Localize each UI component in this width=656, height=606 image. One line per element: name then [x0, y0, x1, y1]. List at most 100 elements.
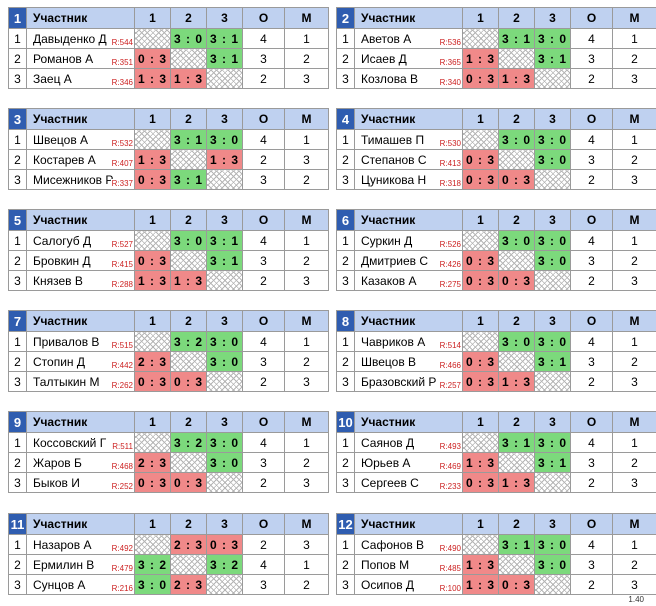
participant-name[interactable]: Дмитриев С [361, 253, 429, 268]
match-score: 3 : 0 [534, 331, 571, 352]
participant-name-cell[interactable]: Сунцов А R:216 [26, 574, 135, 595]
participant-name-cell[interactable]: Жаров Б R:468 [26, 452, 135, 473]
participant-name-cell[interactable]: Цуникова Н R:318 [354, 169, 463, 190]
self-match-cell [534, 270, 571, 291]
participant-name[interactable]: Степанов С [361, 152, 427, 167]
participant-name-cell[interactable]: Казаков А R:275 [354, 270, 463, 291]
match-score: 3 : 2 [170, 331, 207, 352]
participant-name-cell[interactable]: Юрьев А R:469 [354, 452, 463, 473]
participant-name-cell[interactable]: Привалов В R:515 [26, 331, 135, 352]
participant-name[interactable]: Коссовский Г [33, 435, 107, 450]
participant-name[interactable]: Исаев Д [361, 51, 407, 66]
participant-name-cell[interactable]: Сергеев С R:233 [354, 472, 463, 493]
participant-rating: R:493 [438, 442, 461, 451]
round-1-header: 1 [134, 209, 171, 231]
participant-name-cell[interactable]: Швецов А R:532 [26, 129, 135, 150]
participant-rating: R:340 [438, 78, 461, 87]
participant-name-cell[interactable]: Ермилин В R:479 [26, 554, 135, 575]
participant-name-cell[interactable]: Салогуб Д R:527 [26, 230, 135, 251]
participant-name[interactable]: Сунцов А [33, 577, 86, 592]
participant-name-cell[interactable]: Бразовский Р R:257 [354, 371, 463, 392]
participant-name[interactable]: Тимашев П [361, 132, 425, 147]
participant-name[interactable]: Быков И [33, 475, 80, 490]
participant-name-cell[interactable]: Бровкин Д R:415 [26, 250, 135, 271]
participant-name[interactable]: Чавриков А [361, 334, 426, 349]
participant-name[interactable]: Швецов В [361, 354, 417, 369]
participant-name[interactable]: Сергеев С [361, 475, 419, 490]
participant-name-cell[interactable]: Осипов Д R:100 [354, 574, 463, 595]
participant-name[interactable]: Козлова В [361, 71, 418, 86]
participant-name-cell[interactable]: Тимашев П R:530 [354, 129, 463, 150]
participant-name[interactable]: Саянов Д [361, 435, 415, 450]
match-score: 3 : 0 [534, 432, 571, 453]
participant-name[interactable]: Заец А [33, 71, 72, 86]
self-match-cell [134, 28, 171, 49]
participant-name[interactable]: Романов А [33, 51, 94, 66]
participant-name-cell[interactable]: Стопин Д R:442 [26, 351, 135, 372]
match-score: 1 : 3 [498, 472, 535, 493]
participant-name[interactable]: Цуникова Н [361, 172, 427, 187]
participant-name[interactable]: Мисежников Р [33, 172, 114, 187]
group-header-row: 5 Участник 1 2 3 О М [8, 209, 329, 231]
participant-name[interactable]: Аветов А [361, 31, 412, 46]
participant-name-cell[interactable]: Чавриков А R:514 [354, 331, 463, 352]
participant-name[interactable]: Бразовский Р [361, 374, 437, 389]
participant-name-cell[interactable]: Талтыкин М R:262 [26, 371, 135, 392]
participant-name-cell[interactable]: Козлова В R:340 [354, 68, 463, 89]
participant-rating: R:514 [438, 341, 461, 350]
participant-name-cell[interactable]: Князев В R:288 [26, 270, 135, 291]
participant-name[interactable]: Юрьев А [361, 455, 411, 470]
participant-name[interactable]: Давыденко Д [33, 31, 107, 46]
participant-name[interactable]: Назаров А [33, 537, 92, 552]
participant-name-cell[interactable]: Быков И R:252 [26, 472, 135, 493]
participant-name[interactable]: Привалов В [33, 334, 100, 349]
participant-name-cell[interactable]: Сафонов В R:490 [354, 534, 463, 555]
participant-name-cell[interactable]: Аветов А R:536 [354, 28, 463, 49]
seed-number: 3 [336, 68, 355, 89]
place-value: 3 [612, 169, 656, 190]
participant-name-cell[interactable]: Романов А R:351 [26, 48, 135, 69]
participant-name[interactable]: Князев В [33, 273, 83, 288]
participant-name[interactable]: Суркин Д [361, 233, 413, 248]
points-header: О [570, 108, 613, 130]
participant-name[interactable]: Швецов А [33, 132, 89, 147]
round-3-header: 3 [206, 411, 243, 433]
participant-name-cell[interactable]: Мисежников Р R:337 [26, 169, 135, 190]
participant-name-cell[interactable]: Коссовский Г R:511 [26, 432, 135, 453]
participant-name[interactable]: Жаров Б [33, 455, 82, 470]
group-number: 4 [336, 108, 355, 130]
participant-name[interactable]: Талтыкин М [33, 374, 100, 389]
participant-name[interactable]: Сафонов В [361, 537, 425, 552]
participant-name-cell[interactable]: Швецов В R:466 [354, 351, 463, 372]
participant-name-cell[interactable]: Назаров А R:492 [26, 534, 135, 555]
participant-name-cell[interactable]: Саянов Д R:493 [354, 432, 463, 453]
participant-name[interactable]: Стопин Д [33, 354, 85, 369]
participant-name[interactable]: Костарев А [33, 152, 96, 167]
participant-header: Участник [26, 310, 135, 332]
participant-name[interactable]: Ермилин В [33, 557, 95, 572]
participant-name[interactable]: Попов М [361, 557, 410, 572]
participant-name[interactable]: Казаков А [361, 273, 417, 288]
participant-name[interactable]: Салогуб Д [33, 233, 92, 248]
participant-name-cell[interactable]: Исаев Д R:365 [354, 48, 463, 69]
points-value: 2 [242, 534, 285, 555]
place-value: 3 [284, 534, 329, 555]
participant-name-cell[interactable]: Костарев А R:407 [26, 149, 135, 170]
participant-name-cell[interactable]: Давыденко Д R:544 [26, 28, 135, 49]
seed-number: 1 [336, 28, 355, 49]
participant-name-cell[interactable]: Суркин Д R:526 [354, 230, 463, 251]
participant-name[interactable]: Бровкин Д [33, 253, 91, 268]
self-match-cell [134, 534, 171, 555]
points-value: 4 [242, 432, 285, 453]
group-header-row: 3 Участник 1 2 3 О М [8, 108, 329, 130]
participant-name[interactable]: Осипов Д [361, 577, 415, 592]
participant-name-cell[interactable]: Дмитриев С R:426 [354, 250, 463, 271]
points-header: О [570, 209, 613, 231]
participant-name-cell[interactable]: Попов М R:485 [354, 554, 463, 575]
participant-name-cell[interactable]: Степанов С R:413 [354, 149, 463, 170]
participant-name-cell[interactable]: Заец А R:346 [26, 68, 135, 89]
seed-number: 2 [336, 351, 355, 372]
